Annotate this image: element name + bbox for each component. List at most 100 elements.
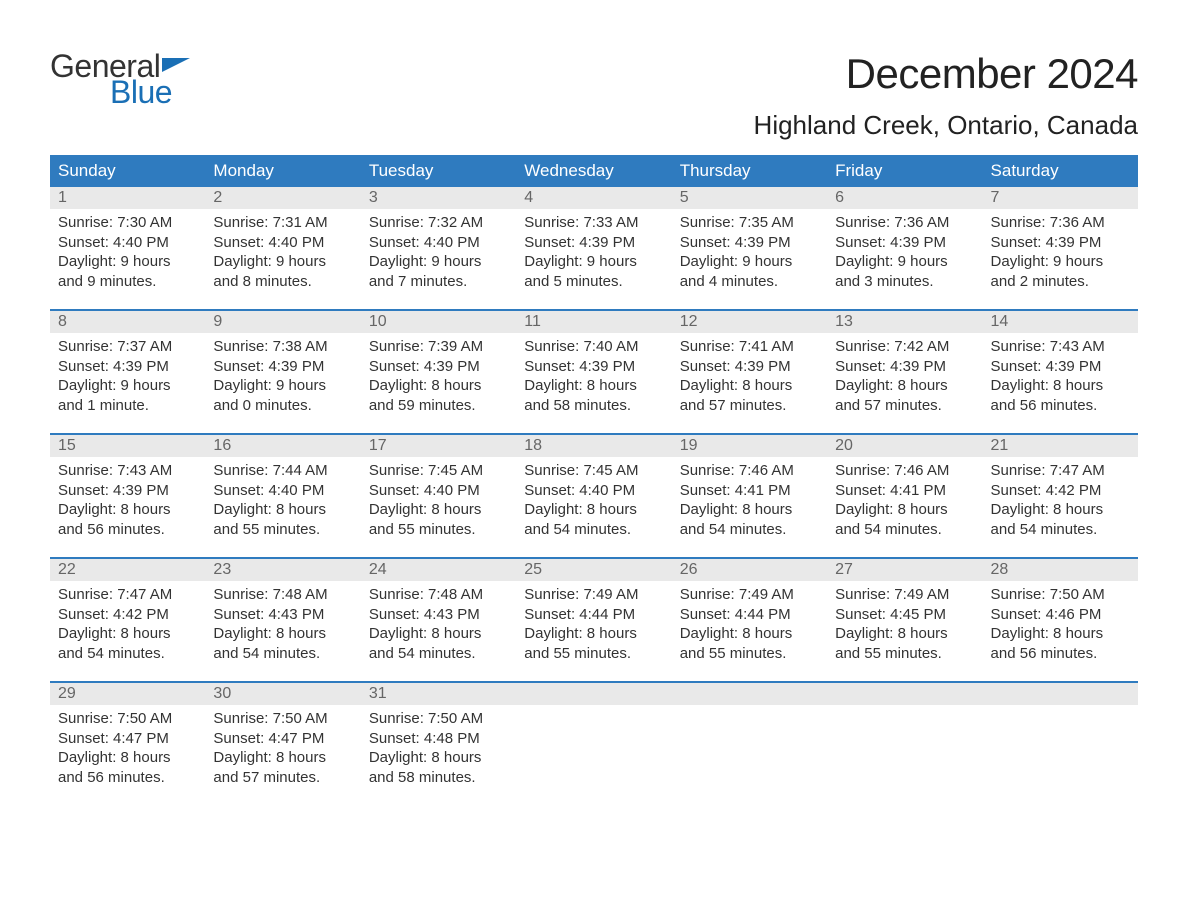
dl2-text: and 56 minutes. <box>991 644 1130 664</box>
dl2-text: and 54 minutes. <box>991 520 1130 540</box>
dl2-text: and 54 minutes. <box>369 644 508 664</box>
day-number: 27 <box>827 558 982 581</box>
sunset-text: Sunset: 4:42 PM <box>58 605 197 625</box>
day-number: 12 <box>672 310 827 333</box>
weekday-header: Thursday <box>672 155 827 187</box>
day-info-row: Sunrise: 7:43 AMSunset: 4:39 PMDaylight:… <box>50 457 1138 558</box>
sunrise-text: Sunrise: 7:32 AM <box>369 213 508 233</box>
sunrise-text: Sunrise: 7:46 AM <box>835 461 974 481</box>
dl1-text: Daylight: 8 hours <box>369 748 508 768</box>
dl1-text: Daylight: 8 hours <box>369 624 508 644</box>
sunset-text: Sunset: 4:42 PM <box>991 481 1130 501</box>
dl1-text: Daylight: 8 hours <box>524 500 663 520</box>
dl1-text: Daylight: 9 hours <box>680 252 819 272</box>
sunrise-text: Sunrise: 7:36 AM <box>835 213 974 233</box>
day-cell: Sunrise: 7:38 AMSunset: 4:39 PMDaylight:… <box>205 333 360 434</box>
sunrise-text: Sunrise: 7:33 AM <box>524 213 663 233</box>
title-block: December 2024 Highland Creek, Ontario, C… <box>754 50 1138 141</box>
dl1-text: Daylight: 9 hours <box>835 252 974 272</box>
sunrise-text: Sunrise: 7:43 AM <box>58 461 197 481</box>
dl2-text: and 55 minutes. <box>680 644 819 664</box>
sunrise-text: Sunrise: 7:35 AM <box>680 213 819 233</box>
day-number: 10 <box>361 310 516 333</box>
weekday-header: Monday <box>205 155 360 187</box>
weekday-header: Tuesday <box>361 155 516 187</box>
dl1-text: Daylight: 8 hours <box>835 500 974 520</box>
dl2-text: and 2 minutes. <box>991 272 1130 292</box>
day-cell: Sunrise: 7:47 AMSunset: 4:42 PMDaylight:… <box>983 457 1138 558</box>
dl2-text: and 54 minutes. <box>680 520 819 540</box>
day-cell: Sunrise: 7:50 AMSunset: 4:48 PMDaylight:… <box>361 705 516 805</box>
day-cell: Sunrise: 7:45 AMSunset: 4:40 PMDaylight:… <box>516 457 671 558</box>
day-number: 20 <box>827 434 982 457</box>
day-number: 7 <box>983 187 1138 209</box>
sunrise-text: Sunrise: 7:49 AM <box>835 585 974 605</box>
dl2-text: and 57 minutes. <box>835 396 974 416</box>
day-cell: Sunrise: 7:35 AMSunset: 4:39 PMDaylight:… <box>672 209 827 310</box>
weekday-header: Sunday <box>50 155 205 187</box>
sunset-text: Sunset: 4:39 PM <box>991 233 1130 253</box>
day-number-row: 891011121314 <box>50 310 1138 333</box>
day-cell: Sunrise: 7:48 AMSunset: 4:43 PMDaylight:… <box>205 581 360 682</box>
sunrise-text: Sunrise: 7:44 AM <box>213 461 352 481</box>
dl1-text: Daylight: 8 hours <box>213 748 352 768</box>
sunrise-text: Sunrise: 7:41 AM <box>680 337 819 357</box>
dl2-text: and 55 minutes. <box>524 644 663 664</box>
sunset-text: Sunset: 4:40 PM <box>58 233 197 253</box>
empty-cell <box>516 705 671 805</box>
day-number: 22 <box>50 558 205 581</box>
sunset-text: Sunset: 4:39 PM <box>835 233 974 253</box>
sunrise-text: Sunrise: 7:37 AM <box>58 337 197 357</box>
day-number: 30 <box>205 682 360 705</box>
day-number: 28 <box>983 558 1138 581</box>
day-number: 13 <box>827 310 982 333</box>
logo: General Blue <box>50 50 190 108</box>
sunrise-text: Sunrise: 7:45 AM <box>524 461 663 481</box>
day-number: 2 <box>205 187 360 209</box>
sunset-text: Sunset: 4:39 PM <box>369 357 508 377</box>
day-cell: Sunrise: 7:43 AMSunset: 4:39 PMDaylight:… <box>50 457 205 558</box>
sunrise-text: Sunrise: 7:49 AM <box>524 585 663 605</box>
dl1-text: Daylight: 8 hours <box>680 624 819 644</box>
dl1-text: Daylight: 9 hours <box>58 376 197 396</box>
dl2-text: and 54 minutes. <box>835 520 974 540</box>
weekday-header: Wednesday <box>516 155 671 187</box>
calendar-header-row: SundayMondayTuesdayWednesdayThursdayFrid… <box>50 155 1138 187</box>
dl2-text: and 58 minutes. <box>524 396 663 416</box>
dl2-text: and 7 minutes. <box>369 272 508 292</box>
dl1-text: Daylight: 8 hours <box>835 624 974 644</box>
day-cell: Sunrise: 7:36 AMSunset: 4:39 PMDaylight:… <box>827 209 982 310</box>
sunrise-text: Sunrise: 7:40 AM <box>524 337 663 357</box>
day-number: 24 <box>361 558 516 581</box>
day-cell: Sunrise: 7:49 AMSunset: 4:44 PMDaylight:… <box>516 581 671 682</box>
dl1-text: Daylight: 8 hours <box>58 624 197 644</box>
day-cell: Sunrise: 7:43 AMSunset: 4:39 PMDaylight:… <box>983 333 1138 434</box>
dl2-text: and 55 minutes. <box>835 644 974 664</box>
sunset-text: Sunset: 4:40 PM <box>213 233 352 253</box>
day-cell: Sunrise: 7:48 AMSunset: 4:43 PMDaylight:… <box>361 581 516 682</box>
sunrise-text: Sunrise: 7:50 AM <box>213 709 352 729</box>
sunset-text: Sunset: 4:47 PM <box>58 729 197 749</box>
day-cell: Sunrise: 7:50 AMSunset: 4:47 PMDaylight:… <box>205 705 360 805</box>
sunset-text: Sunset: 4:39 PM <box>835 357 974 377</box>
day-number: 19 <box>672 434 827 457</box>
dl1-text: Daylight: 8 hours <box>58 500 197 520</box>
dl2-text: and 1 minute. <box>58 396 197 416</box>
empty-cell <box>827 705 982 805</box>
dl2-text: and 54 minutes. <box>524 520 663 540</box>
day-number: 16 <box>205 434 360 457</box>
sunrise-text: Sunrise: 7:47 AM <box>991 461 1130 481</box>
calendar-table: SundayMondayTuesdayWednesdayThursdayFrid… <box>50 155 1138 805</box>
day-cell: Sunrise: 7:42 AMSunset: 4:39 PMDaylight:… <box>827 333 982 434</box>
dl2-text: and 58 minutes. <box>369 768 508 788</box>
sunrise-text: Sunrise: 7:50 AM <box>369 709 508 729</box>
day-number: 4 <box>516 187 671 209</box>
weekday-header: Friday <box>827 155 982 187</box>
day-number: 6 <box>827 187 982 209</box>
sunrise-text: Sunrise: 7:48 AM <box>369 585 508 605</box>
dl1-text: Daylight: 8 hours <box>213 500 352 520</box>
day-number: 25 <box>516 558 671 581</box>
dl2-text: and 9 minutes. <box>58 272 197 292</box>
weekday-header: Saturday <box>983 155 1138 187</box>
sunset-text: Sunset: 4:39 PM <box>213 357 352 377</box>
